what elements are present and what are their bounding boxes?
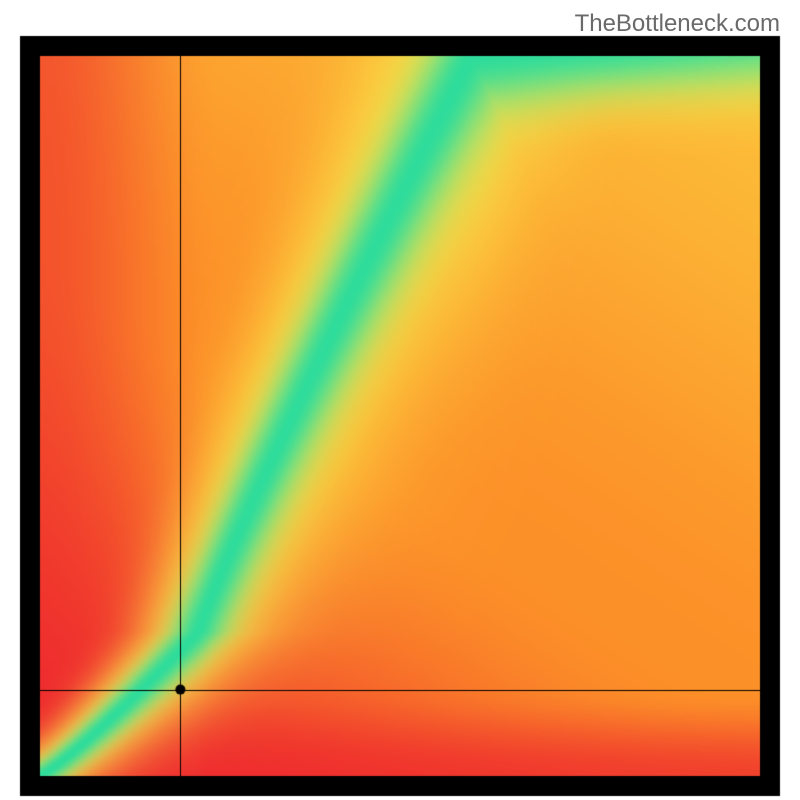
heatmap-canvas [0, 0, 800, 800]
chart-container: TheBottleneck.com [0, 0, 800, 800]
watermark-text: TheBottleneck.com [575, 10, 780, 38]
